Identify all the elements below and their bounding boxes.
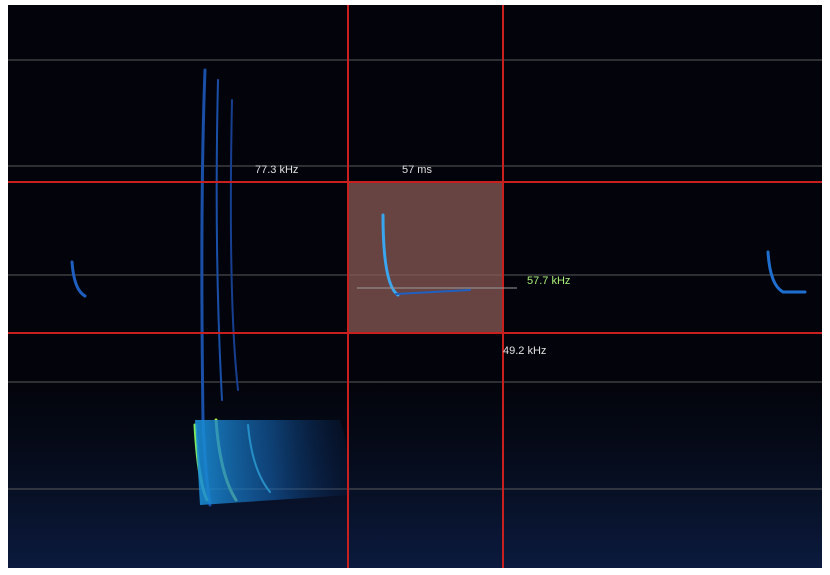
- page: 77.3 kHz 57 ms 57.7 kHz 49.2 kHz (() => …: [0, 0, 830, 575]
- duration-label: 57 ms: [402, 164, 432, 176]
- upper-frequency-label: 77.3 kHz: [255, 164, 298, 176]
- selection-box: [348, 182, 503, 333]
- lower-frequency-label: 49.2 kHz: [503, 345, 546, 357]
- peak-frequency-label: 57.7 kHz: [527, 275, 570, 287]
- noise-floor: [8, 380, 822, 568]
- echo-burst: [195, 420, 350, 505]
- spectrogram-view: 77.3 kHz 57 ms 57.7 kHz 49.2 kHz: [0, 0, 830, 575]
